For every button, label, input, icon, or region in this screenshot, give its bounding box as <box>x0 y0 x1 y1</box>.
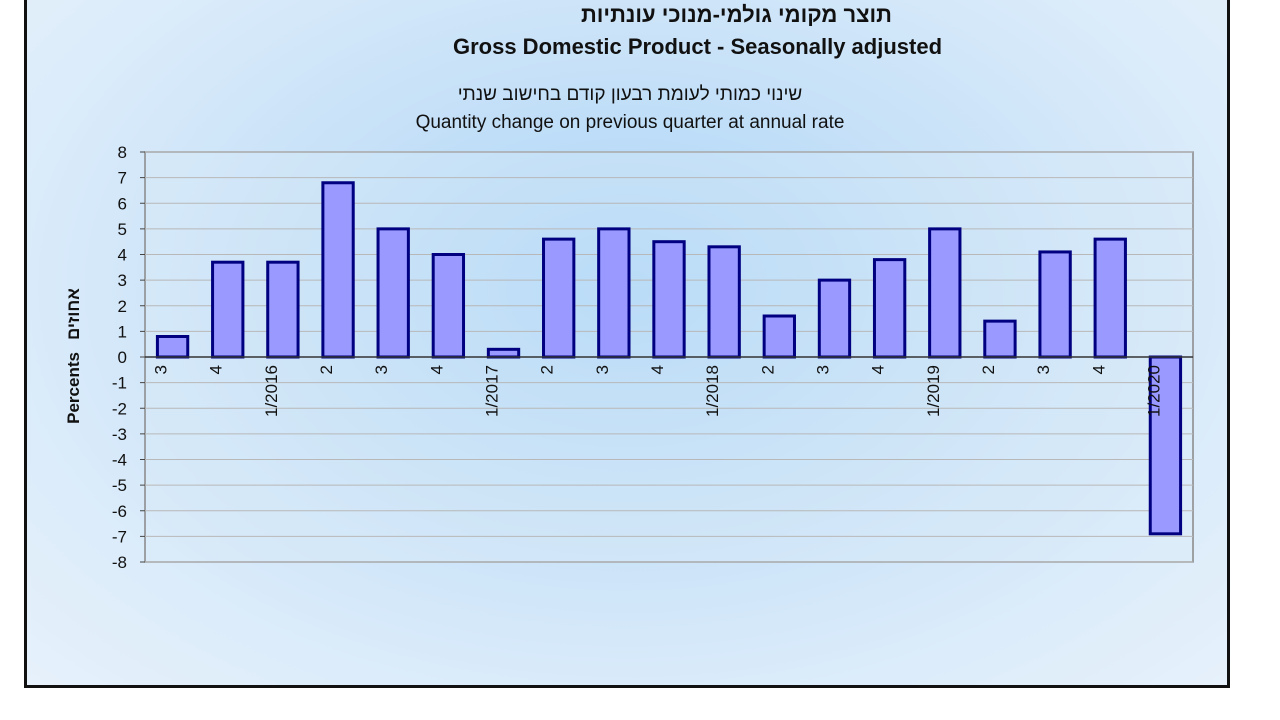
bar-4 <box>376 227 410 359</box>
chart-subtitle: Quantity change on previous quarter at a… <box>415 112 845 133</box>
y-tick-label: -5 <box>112 476 127 495</box>
y-tick-label: -4 <box>112 451 127 470</box>
chart-title-hebrew: תוצר מקומי גולמי-מנוכי עונתיות <box>581 2 892 27</box>
bar-0 <box>155 335 190 359</box>
x-tick-label: 4 <box>869 365 888 374</box>
x-tick-label: 3 <box>372 365 391 374</box>
bar-12 <box>817 278 852 359</box>
x-tick-label: 2 <box>317 365 336 374</box>
y-tick-label: 3 <box>118 271 127 290</box>
bar-2 <box>266 260 300 359</box>
x-tick-label: 4 <box>1089 365 1108 374</box>
x-tick-label: 3 <box>813 365 832 374</box>
bar-1 <box>211 260 245 359</box>
bar-3 <box>321 181 355 359</box>
x-tick-label: 4 <box>207 365 226 374</box>
x-tick-label: 1/2020 <box>1144 365 1163 417</box>
x-tick-label: 2 <box>979 365 998 374</box>
y-tick-label: 0 <box>118 348 127 367</box>
y-tick-label: 5 <box>118 220 127 239</box>
y-tick-label: -6 <box>112 502 127 521</box>
bar-15 <box>983 319 1017 359</box>
bar-6 <box>486 347 521 359</box>
x-tick-label: 4 <box>648 365 667 374</box>
x-tick-label: 1/2016 <box>262 365 281 417</box>
bar-11 <box>762 314 796 359</box>
x-tick-label: 4 <box>427 365 446 374</box>
x-tick-label: 3 <box>152 365 171 374</box>
bar-7 <box>542 237 576 359</box>
x-tick-label: 2 <box>538 365 557 374</box>
y-tick-label: -7 <box>112 527 127 546</box>
x-tick-label: 3 <box>1034 365 1053 374</box>
y-tick-label: 6 <box>118 194 127 213</box>
y-tick-label: -2 <box>112 399 127 418</box>
y-tick-label: -1 <box>112 374 127 393</box>
bar-14 <box>928 227 962 359</box>
y-tick-label: -8 <box>112 553 127 572</box>
bar-8 <box>597 227 631 359</box>
bar-5 <box>431 253 466 359</box>
chart-subtitle-hebrew: שינוי כמותי לעומת רבעון קודם בחישוב שנתי <box>457 84 803 105</box>
bar-13 <box>872 258 907 359</box>
y-tick-label: 2 <box>118 297 127 316</box>
chart-title: Gross Domestic Product - Seasonally adju… <box>452 34 943 59</box>
x-tick-label: 1/2019 <box>924 365 943 417</box>
y-tick-label: -3 <box>112 425 127 444</box>
bar-9 <box>652 240 686 359</box>
y-tick-label: 8 <box>118 143 127 162</box>
y-tick-label: 4 <box>118 246 127 265</box>
y-tick-label: 7 <box>118 169 127 188</box>
x-tick-label: 2 <box>758 365 777 374</box>
x-tick-label: 3 <box>593 365 612 374</box>
bar-10 <box>707 245 741 359</box>
x-tick-label: 1/2017 <box>483 365 502 417</box>
x-tick-label: 1/2018 <box>703 365 722 417</box>
bar-16 <box>1038 250 1072 359</box>
bar-17 <box>1093 237 1127 359</box>
y-tick-label: 1 <box>118 322 127 341</box>
